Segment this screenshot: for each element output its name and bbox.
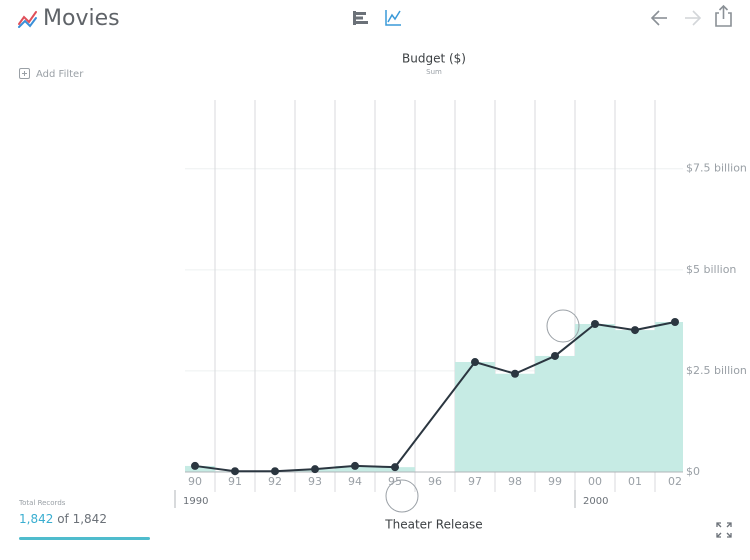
point	[631, 326, 639, 335]
x-tick-label: 96	[428, 475, 442, 488]
back-button[interactable]	[650, 10, 667, 26]
bar	[575, 324, 615, 472]
bar	[615, 330, 655, 472]
touch-indicator	[385, 479, 419, 513]
point	[471, 358, 479, 367]
bar	[535, 355, 575, 472]
y-tick-label: $2.5 billion	[686, 364, 747, 377]
bar	[495, 373, 535, 472]
x-tick-label: 01	[628, 475, 642, 488]
x-tick-label: 93	[308, 475, 322, 488]
records-label: Total Records	[18, 499, 66, 507]
point	[671, 317, 679, 326]
x-tick-label: 99	[548, 475, 562, 488]
app-title: Movies	[43, 6, 120, 31]
point	[551, 351, 559, 360]
y-tick-label: $5 billion	[686, 263, 736, 276]
forward-button[interactable]	[685, 10, 702, 26]
axes: $0 $2.5 billion $5 billion $7.5 billion 90 91…	[174, 162, 747, 508]
x-major-label: 2000	[583, 496, 608, 507]
records-total: 1,842	[73, 512, 107, 526]
point	[391, 463, 399, 472]
point	[271, 467, 279, 476]
records-progress	[19, 537, 150, 540]
x-axis-label: Theater Release	[384, 518, 482, 532]
share-button[interactable]	[715, 4, 732, 27]
line	[194, 321, 676, 473]
point	[191, 461, 199, 470]
line-view-button[interactable]	[385, 10, 401, 26]
expand-button[interactable]	[716, 522, 732, 538]
x-tick-label: 98	[508, 475, 522, 488]
x-tick-label: 91	[228, 475, 242, 488]
records-count: 1,842 of 1,842	[19, 512, 107, 526]
touch-indicator	[546, 309, 580, 343]
bar-view-button[interactable]	[353, 11, 368, 25]
bar	[455, 362, 495, 472]
bar	[185, 465, 215, 472]
y-tick-label: $0	[686, 465, 700, 478]
x-tick-label: 00	[588, 475, 602, 488]
x-tick-label: 02	[668, 475, 682, 488]
bar	[655, 321, 683, 472]
x-tick-label: 90	[188, 475, 202, 488]
y-tick-label: $7.5 billion	[686, 162, 747, 175]
chart-subtitle: Sum	[426, 68, 442, 76]
add-filter-label: Add Filter	[36, 69, 84, 80]
point	[311, 465, 319, 474]
x-tick-label: 94	[348, 475, 362, 488]
plot-area	[185, 100, 683, 492]
records-shown: 1,842	[19, 512, 53, 526]
records-separator: of	[57, 512, 69, 526]
point	[231, 467, 239, 476]
app-icon	[18, 11, 37, 28]
x-major-label: 1990	[183, 496, 208, 507]
x-tick-label: 92	[268, 475, 282, 488]
x-tick-label: 97	[468, 475, 482, 488]
point	[511, 369, 519, 378]
add-filter-button[interactable]: Add Filter	[19, 68, 85, 81]
chart-title: Budget ($)	[402, 52, 466, 66]
point	[591, 320, 599, 329]
point	[351, 461, 359, 470]
